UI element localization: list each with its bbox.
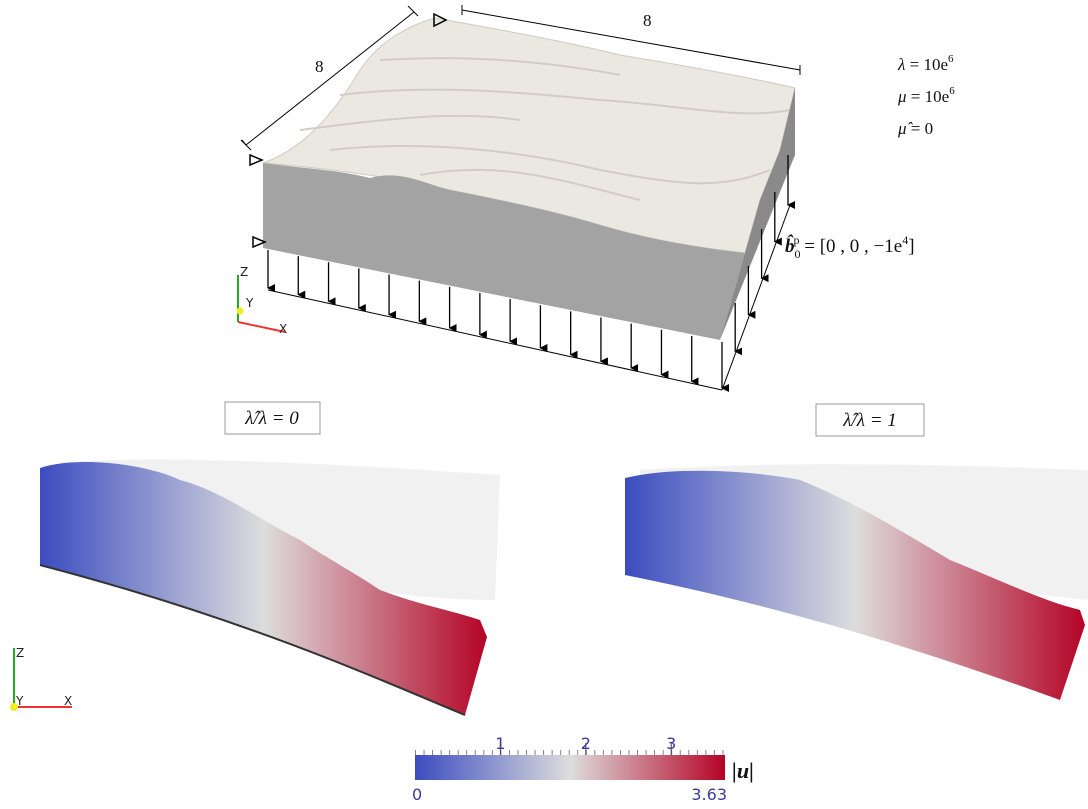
symbol: μ bbox=[897, 87, 907, 106]
axes-triad-bottom: Z Y X bbox=[10, 646, 72, 711]
relation: = 10e bbox=[905, 55, 948, 74]
param: λ = 10e6 bbox=[897, 53, 954, 74]
rel: = [0 , 0 , −1e bbox=[800, 236, 903, 257]
panel-left: λ̂/λ = 0 bbox=[40, 402, 500, 715]
param: μ̂ = 0 bbox=[897, 119, 933, 138]
axis-y: Y bbox=[15, 694, 24, 708]
panel-label: λ̂/λ = 1 bbox=[842, 410, 897, 431]
colorbar-max: 3.63 bbox=[691, 785, 727, 804]
depth-label: 8 bbox=[315, 57, 324, 76]
param: μ = 10e6 bbox=[897, 85, 955, 106]
symbol: λ bbox=[897, 55, 905, 74]
colorbar: 0 3.63 |u| 1 2 3 bbox=[412, 734, 754, 804]
axis-z: Z bbox=[240, 265, 248, 279]
width-label: 8 bbox=[643, 11, 652, 30]
colorbar-tick-label: 3 bbox=[666, 734, 676, 753]
axis-x: X bbox=[64, 694, 72, 708]
colorbar-tick-label: 1 bbox=[495, 734, 505, 753]
close: ] bbox=[908, 236, 914, 257]
axis-z: Z bbox=[16, 646, 24, 660]
axis-y: Y bbox=[245, 296, 254, 310]
axes-triad-top: Z Y X bbox=[237, 265, 288, 336]
colorbar-tick-label: 2 bbox=[581, 734, 591, 753]
relation: = 10e bbox=[907, 87, 950, 106]
exponent: 6 bbox=[948, 53, 954, 65]
figure: 8 8 λ = 10e6μ = 10e6μ̂ = 0 b̂0p = [0 , 0… bbox=[0, 0, 1088, 809]
relation: = 0 bbox=[907, 119, 934, 138]
exponent: 6 bbox=[949, 85, 955, 97]
colorbar-min: 0 bbox=[412, 785, 422, 804]
domain-block bbox=[241, 5, 800, 390]
load-label: b̂0p = [0 , 0 , −1e4] bbox=[785, 233, 915, 261]
colorbar-label: |u| bbox=[732, 758, 754, 783]
axis-x: X bbox=[279, 322, 287, 336]
panel-right: λ̂/λ = 1 bbox=[625, 404, 1088, 700]
panel-label: λ̂/λ = 0 bbox=[244, 408, 299, 429]
colorbar-scale bbox=[415, 755, 725, 780]
